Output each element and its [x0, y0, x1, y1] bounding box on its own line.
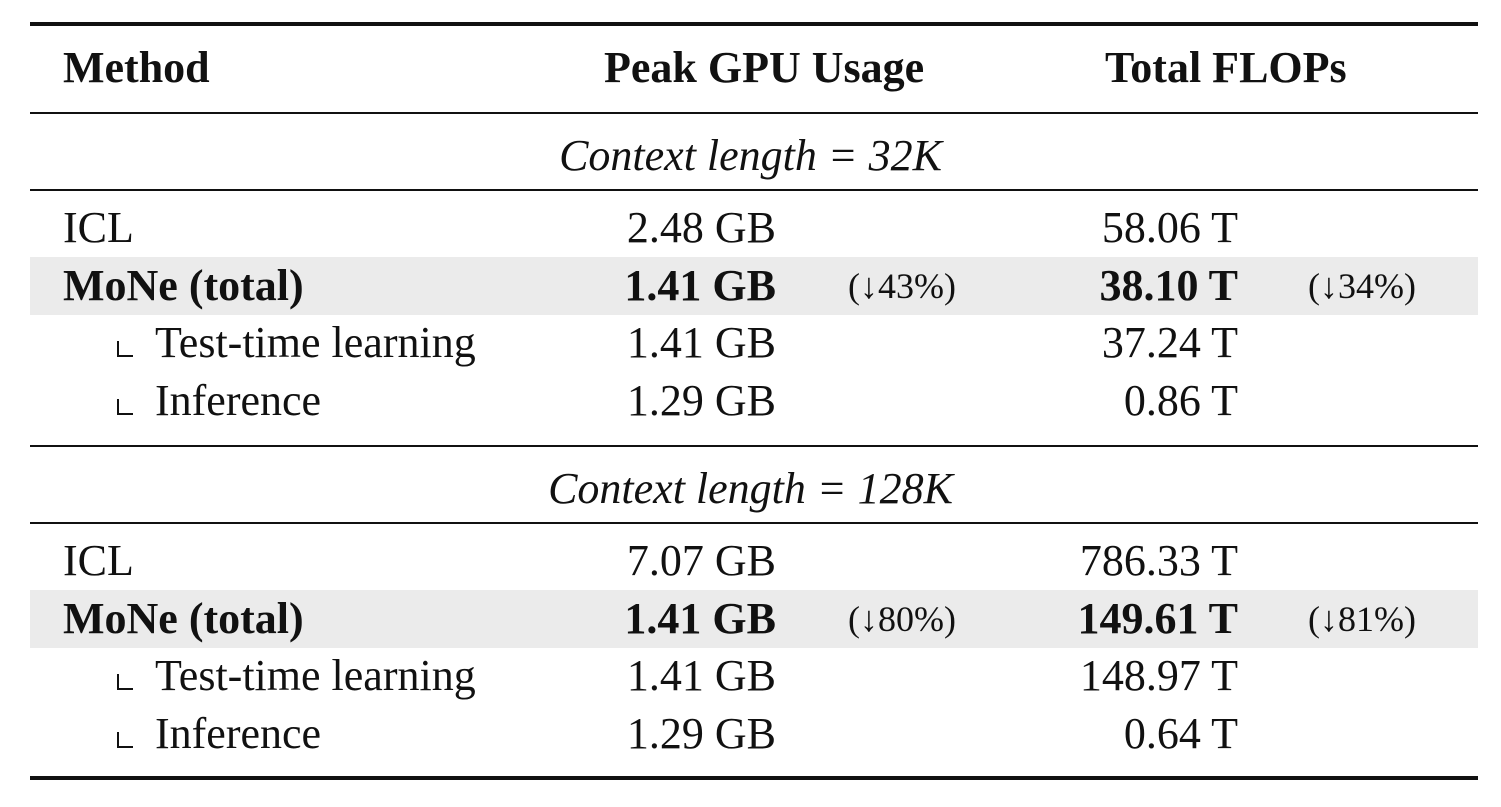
indent-mark [117, 341, 133, 358]
section-rule [30, 445, 1478, 447]
gpu: 1.41 GB [624, 593, 776, 643]
flops: 149.61 T [1077, 593, 1238, 643]
flops: 58.06 T [1101, 203, 1238, 252]
indent-mark [117, 732, 133, 749]
method: MoNe (total) [63, 593, 304, 643]
method: Inference [155, 709, 322, 759]
section-title: Context length = 32K [559, 131, 942, 180]
header-flops: Total FLOPs [1105, 43, 1347, 92]
gpu-change: (↓43%) [848, 265, 956, 306]
flops: 148.97 T [1079, 651, 1238, 701]
row-highlight [30, 589, 1478, 648]
flops: 0.86 T [1123, 376, 1238, 426]
gpu: 1.41 GB [624, 260, 776, 310]
section-title: Context length = 128K [548, 464, 953, 513]
method: ICL [63, 203, 134, 252]
header-method: Method [63, 43, 210, 92]
gpu: 1.41 GB [626, 651, 776, 701]
gpu: 1.41 GB [626, 318, 776, 368]
indent-mark [117, 674, 133, 691]
flops: 786.33 T [1079, 536, 1238, 585]
flops-change: (↓34%) [1308, 265, 1416, 306]
row-highlight [30, 256, 1478, 315]
gpu-change: (↓80%) [848, 598, 956, 639]
header-rule [30, 112, 1478, 114]
flops: 0.64 T [1123, 709, 1238, 759]
flops: 38.10 T [1099, 260, 1238, 310]
method: Test-time learning [155, 318, 476, 368]
indent-mark [117, 399, 133, 416]
method: ICL [63, 536, 134, 585]
top-rule [30, 22, 1478, 26]
gpu: 2.48 GB [626, 203, 776, 252]
header-gpu: Peak GPU Usage [604, 43, 925, 92]
flops: 37.24 T [1101, 318, 1238, 368]
method: Inference [155, 376, 322, 426]
gpu: 1.29 GB [626, 376, 776, 426]
gpu: 7.07 GB [626, 536, 776, 585]
flops-change: (↓81%) [1308, 598, 1416, 639]
method: MoNe (total) [63, 260, 304, 310]
bottom-rule [30, 776, 1478, 780]
section-rule [30, 522, 1478, 524]
gpu: 1.29 GB [626, 709, 776, 759]
section-rule [30, 189, 1478, 191]
method: Test-time learning [155, 651, 476, 701]
